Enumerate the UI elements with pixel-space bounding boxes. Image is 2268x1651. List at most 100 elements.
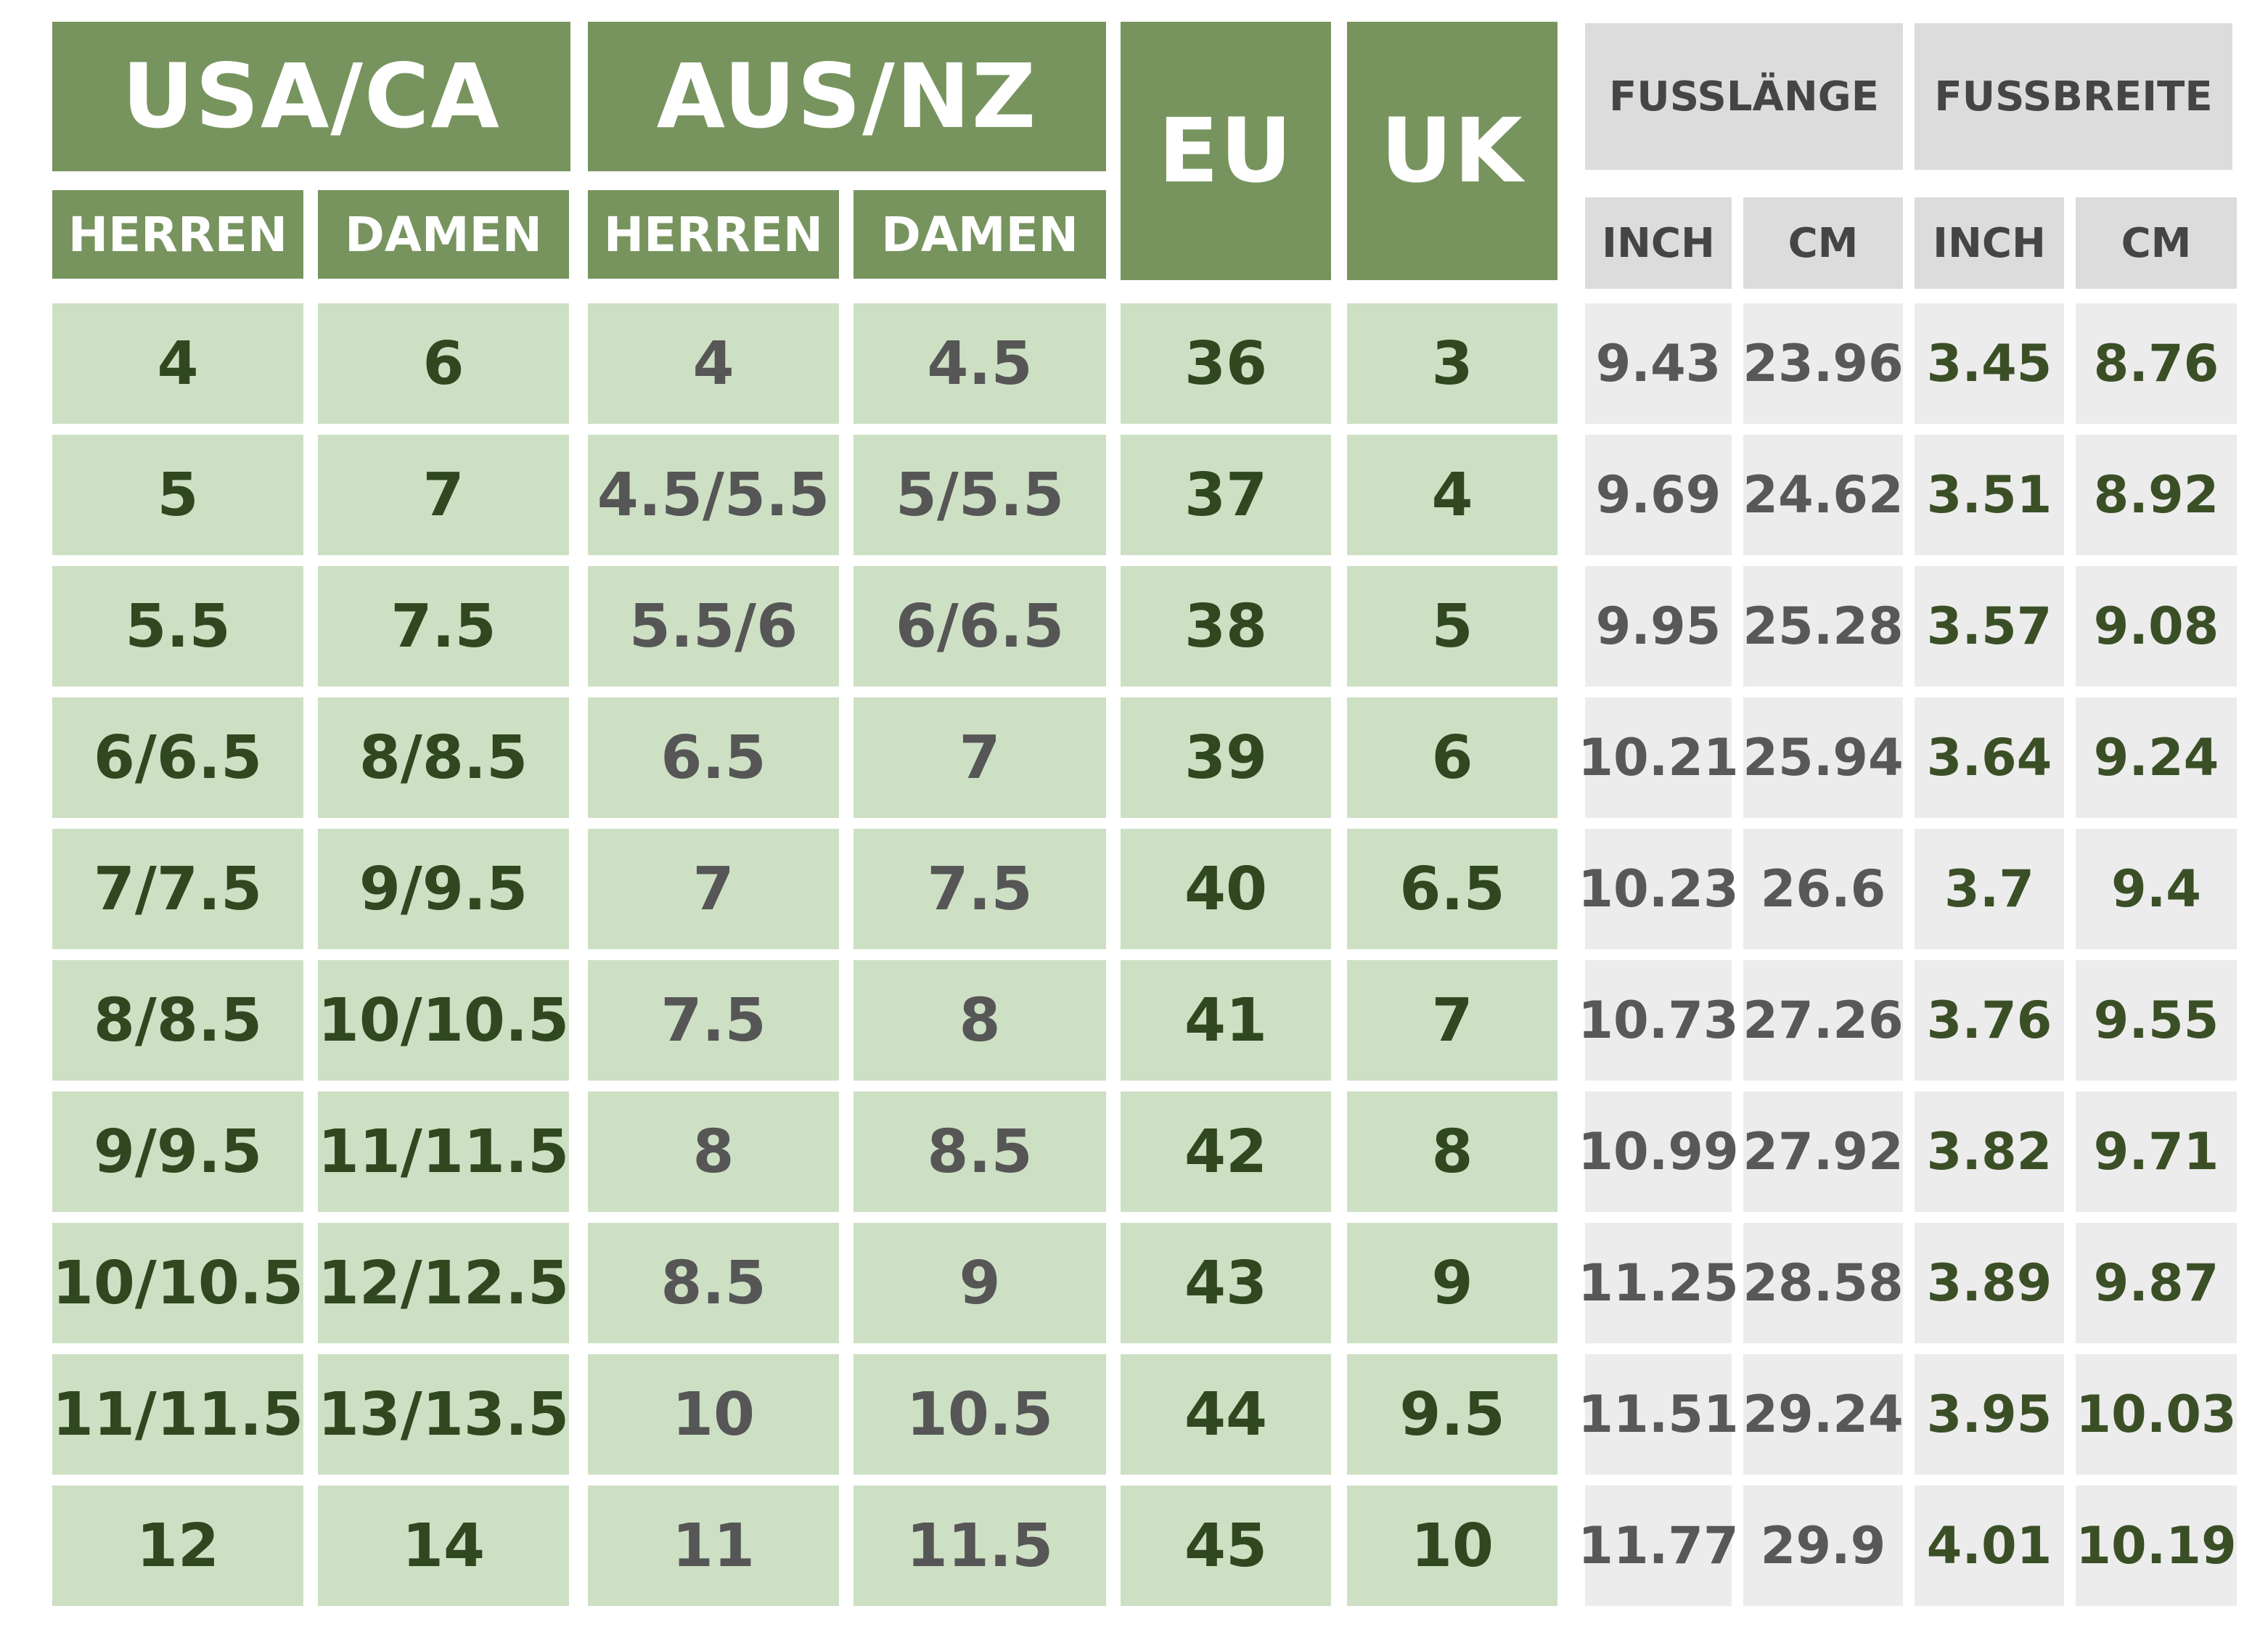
cell-len-inch: 9.43 <box>1585 303 1732 424</box>
cell-eu: 45 <box>1121 1486 1331 1606</box>
cell-eu: 44 <box>1121 1354 1331 1475</box>
cell-eu: 36 <box>1121 303 1331 424</box>
usa-ca-header: USA/CA <box>52 22 570 171</box>
cell-aus-damen: 5/5.5 <box>853 435 1106 555</box>
cell-len-inch: 11.77 <box>1578 1486 1739 1606</box>
cell-usa-herren: 8/8.5 <box>52 960 303 1081</box>
cell-len-cm: 29.24 <box>1743 1354 1904 1475</box>
cell-usa-damen: 14 <box>318 1486 569 1606</box>
cell-eu: 40 <box>1121 829 1331 949</box>
cell-usa-herren: 7/7.5 <box>52 829 303 949</box>
cell-usa-herren: 12 <box>52 1486 303 1606</box>
cell-len-inch: 10.23 <box>1578 829 1739 949</box>
length-inch-header: INCH <box>1585 197 1732 289</box>
cell-aus-damen: 7 <box>853 697 1106 818</box>
cell-wid-inch: 3.64 <box>1915 697 2064 818</box>
width-cm-header: CM <box>2076 197 2237 289</box>
cell-eu: 41 <box>1121 960 1331 1081</box>
cell-aus-herren: 6.5 <box>588 697 839 818</box>
cell-len-cm: 27.92 <box>1743 1091 1904 1212</box>
cell-len-inch: 10.99 <box>1578 1091 1739 1212</box>
cell-len-cm: 27.26 <box>1743 960 1904 1081</box>
cell-wid-cm: 9.55 <box>2076 960 2237 1081</box>
cell-wid-inch: 3.57 <box>1915 566 2064 687</box>
fusslaenge-header: FUSSLÄNGE <box>1585 23 1903 170</box>
cell-aus-damen: 6/6.5 <box>853 566 1106 687</box>
cell-wid-cm: 10.03 <box>2076 1354 2237 1475</box>
cell-aus-herren: 8 <box>588 1091 839 1212</box>
cell-aus-damen: 8.5 <box>853 1091 1106 1212</box>
cell-wid-cm: 9.24 <box>2076 697 2237 818</box>
cell-wid-cm: 8.76 <box>2076 303 2237 424</box>
cell-wid-cm: 9.4 <box>2076 829 2237 949</box>
cell-usa-herren: 4 <box>52 303 303 424</box>
cell-len-cm: 28.58 <box>1743 1223 1904 1343</box>
cell-aus-herren: 11 <box>588 1486 839 1606</box>
cell-len-inch: 10.73 <box>1578 960 1739 1081</box>
eu-header: EU <box>1121 22 1331 280</box>
cell-aus-herren: 7 <box>588 829 839 949</box>
cell-usa-herren: 10/10.5 <box>52 1223 303 1343</box>
cell-uk: 10 <box>1347 1486 1557 1606</box>
cell-uk: 8 <box>1347 1091 1557 1212</box>
cell-wid-cm: 9.08 <box>2076 566 2237 687</box>
cell-aus-damen: 9 <box>853 1223 1106 1343</box>
cell-len-cm: 29.9 <box>1743 1486 1903 1606</box>
cell-aus-herren: 7.5 <box>588 960 839 1081</box>
cell-eu: 43 <box>1121 1223 1331 1343</box>
cell-len-cm: 26.6 <box>1743 829 1903 949</box>
cell-wid-inch: 3.76 <box>1915 960 2064 1081</box>
cell-wid-inch: 3.82 <box>1915 1091 2064 1212</box>
cell-usa-herren: 5.5 <box>52 566 303 687</box>
cell-uk: 3 <box>1347 303 1557 424</box>
cell-uk: 4 <box>1347 435 1557 555</box>
cell-uk: 7 <box>1347 960 1557 1081</box>
cell-len-inch: 11.51 <box>1578 1354 1739 1475</box>
cell-uk: 6 <box>1347 697 1557 818</box>
cell-usa-herren: 6/6.5 <box>52 697 303 818</box>
width-inch-header: INCH <box>1915 197 2064 289</box>
cell-aus-herren: 8.5 <box>588 1223 839 1343</box>
cell-usa-damen: 10/10.5 <box>318 960 569 1081</box>
cell-wid-cm: 9.87 <box>2076 1223 2237 1343</box>
cell-uk: 5 <box>1347 566 1557 687</box>
cell-len-inch: 10.21 <box>1578 697 1739 818</box>
cell-aus-herren: 4 <box>588 303 839 424</box>
cell-uk: 6.5 <box>1347 829 1557 949</box>
cell-len-inch: 9.69 <box>1585 435 1732 555</box>
cell-usa-herren: 9/9.5 <box>52 1091 303 1212</box>
cell-usa-damen: 7 <box>318 435 569 555</box>
aus-damen-header: DAMEN <box>853 190 1106 279</box>
cell-usa-herren: 11/11.5 <box>52 1354 303 1475</box>
cell-aus-damen: 8 <box>853 960 1106 1081</box>
fussbreite-header: FUSSBREITE <box>1915 23 2232 170</box>
cell-eu: 39 <box>1121 697 1331 818</box>
cell-aus-damen: 10.5 <box>853 1354 1106 1475</box>
cell-len-cm: 24.62 <box>1743 435 1904 555</box>
aus-nz-header: AUS/NZ <box>588 22 1106 171</box>
cell-usa-damen: 9/9.5 <box>318 829 569 949</box>
length-cm-header: CM <box>1743 197 1903 289</box>
cell-usa-herren: 5 <box>52 435 303 555</box>
cell-usa-damen: 13/13.5 <box>318 1354 569 1475</box>
cell-aus-damen: 11.5 <box>853 1486 1106 1606</box>
cell-aus-herren: 10 <box>588 1354 839 1475</box>
usa-herren-header: HERREN <box>52 190 303 279</box>
cell-aus-herren: 5.5/6 <box>588 566 839 687</box>
cell-uk: 9 <box>1347 1223 1557 1343</box>
cell-eu: 38 <box>1121 566 1331 687</box>
cell-uk: 9.5 <box>1347 1354 1557 1475</box>
cell-aus-damen: 7.5 <box>853 829 1106 949</box>
cell-usa-damen: 8/8.5 <box>318 697 569 818</box>
cell-len-cm: 23.96 <box>1743 303 1904 424</box>
cell-usa-damen: 11/11.5 <box>318 1091 569 1212</box>
aus-herren-header: HERREN <box>588 190 839 279</box>
cell-usa-damen: 7.5 <box>318 566 569 687</box>
cell-len-cm: 25.28 <box>1743 566 1904 687</box>
cell-wid-inch: 3.95 <box>1915 1354 2064 1475</box>
cell-usa-damen: 6 <box>318 303 569 424</box>
cell-eu: 37 <box>1121 435 1331 555</box>
cell-wid-inch: 3.45 <box>1915 303 2064 424</box>
cell-wid-cm: 8.92 <box>2076 435 2237 555</box>
cell-len-cm: 25.94 <box>1743 697 1904 818</box>
